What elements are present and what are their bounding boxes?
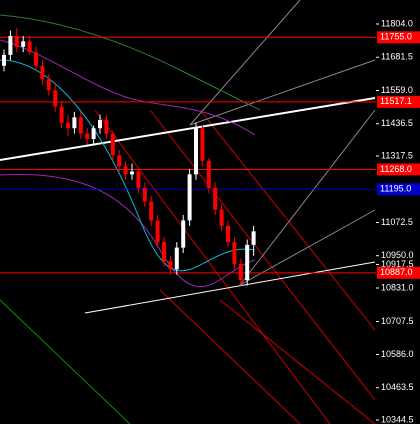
candle-body — [72, 117, 77, 129]
y-axis: 11804.0 11681.5 11559.0 11436.5 11317.5 11072… — [376, 18, 420, 424]
y-tick-label: 11804.0 — [381, 18, 413, 28]
candle-body — [213, 187, 218, 210]
y-tick-label: 11559.0 — [381, 85, 413, 95]
candle-body — [149, 201, 154, 221]
level-label: 11195.0 — [380, 184, 411, 194]
level-tag — [377, 163, 420, 176]
candle-body — [168, 261, 173, 270]
y-tick-label: 10707.5 — [381, 316, 414, 326]
y-tick-label: 11681.5 — [381, 52, 413, 62]
channel-line — [219, 299, 376, 424]
candle-body — [181, 220, 186, 248]
candle-body — [98, 120, 102, 129]
fan-line — [189, 59, 376, 126]
candle-body — [27, 41, 32, 53]
candle-body — [8, 35, 13, 55]
candle-body — [232, 242, 237, 264]
y-tick-label: 10586.0 — [381, 349, 414, 359]
level-label: 11268.0 — [380, 164, 412, 174]
candle-body — [66, 122, 70, 129]
candle-body — [162, 242, 166, 262]
candle-body — [155, 220, 160, 243]
trend-line — [0, 299, 131, 424]
candle-body — [200, 128, 205, 161]
y-tick-label: 11436.5 — [381, 118, 413, 128]
y-tick-label: 10344.5 — [381, 414, 414, 424]
candle-body — [194, 128, 198, 175]
candle-body — [14, 35, 19, 47]
level-label: 10887.0 — [380, 267, 413, 277]
candle-body — [238, 263, 243, 281]
candles — [2, 27, 256, 286]
candle-body — [2, 54, 6, 66]
candle-body — [91, 128, 96, 140]
moving-average — [0, 14, 261, 111]
candle-body — [53, 90, 58, 107]
channel-line — [199, 109, 376, 331]
channel-line — [149, 109, 376, 401]
trend-line — [84, 261, 376, 314]
moving-average — [0, 174, 256, 287]
trend-line — [0, 97, 376, 161]
candle-body — [251, 231, 256, 245]
fan-line — [239, 109, 376, 286]
candle-body — [136, 171, 141, 188]
level-label: 11517.1 — [380, 96, 412, 106]
level-tag — [377, 183, 420, 196]
y-tick-label: 11072.5 — [381, 217, 413, 227]
candle-body — [117, 155, 122, 167]
candle-body — [245, 244, 250, 281]
candle-body — [142, 187, 147, 202]
level-tag — [377, 95, 420, 108]
fan-line — [189, 0, 301, 126]
candle-body — [219, 209, 224, 226]
candle-body — [59, 106, 64, 123]
level-label: 11755.0 — [380, 32, 412, 42]
moving-average — [0, 39, 256, 136]
candle-body — [78, 117, 83, 134]
y-tick-label: 10917.5 — [381, 259, 414, 269]
y-tick-label: 10831.0 — [381, 282, 414, 292]
candle-body — [174, 247, 179, 270]
channel-line — [94, 109, 331, 424]
candle-body — [85, 133, 90, 140]
moving-average — [0, 59, 256, 272]
candle-body — [226, 225, 230, 243]
level-tag — [377, 266, 420, 279]
candle-body — [34, 52, 38, 66]
y-tick-label: 10950.0 — [381, 250, 414, 260]
levels — [0, 36, 376, 274]
y-tick-label: 10463.5 — [381, 382, 414, 392]
candle-body — [123, 166, 128, 175]
candle-body — [104, 120, 109, 134]
drawings — [0, 0, 376, 424]
candle-body — [130, 171, 134, 175]
candle-body — [46, 79, 51, 91]
candle-body — [187, 174, 192, 221]
candle-body — [206, 160, 211, 188]
candle-body — [110, 133, 115, 156]
channel-line — [159, 289, 301, 424]
y-tick-label: 11317.5 — [381, 150, 413, 160]
candle-body — [40, 65, 45, 80]
level-tag — [377, 31, 420, 44]
candle-body — [21, 41, 26, 47]
